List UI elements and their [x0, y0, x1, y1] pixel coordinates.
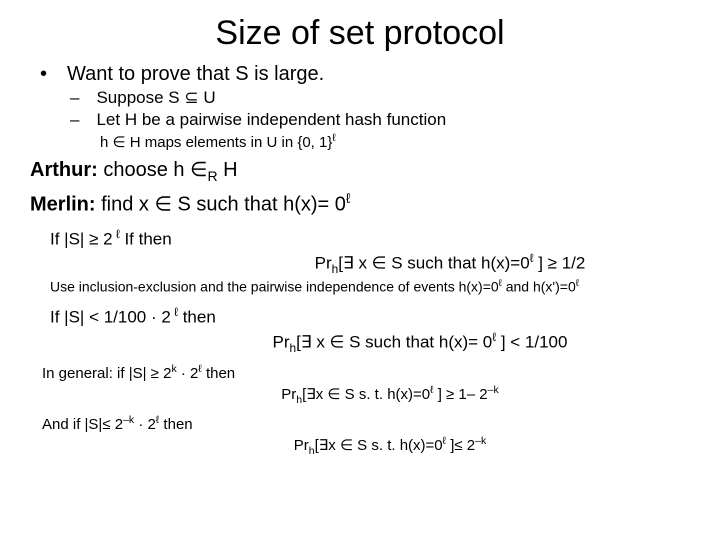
bullet-want-to-prove: • Want to prove that S is large. [40, 63, 690, 86]
prob-small: Prh[∃ x ∈ S such that h(x)= 0ℓ ] < 1/100 [30, 330, 690, 355]
text: In general: if [42, 365, 129, 382]
open: [∃ x ∈ S [338, 254, 402, 273]
text: If [50, 308, 64, 327]
exp: ℓ [346, 190, 351, 206]
abs: |S| ≥ 2 [129, 365, 172, 382]
sub-r: R [207, 168, 217, 184]
note-inclusion-exclusion: Use inclusion-exclusion and the pairwise… [50, 278, 690, 295]
merlin-label: Merlin: [30, 194, 96, 216]
open: [∃x ∈ S [302, 386, 355, 403]
exp: ℓ [113, 227, 120, 241]
merlin-line: Merlin: find x ∈ S such that h(x)= 0ℓ [30, 190, 690, 217]
math: x ∈ S [139, 194, 191, 216]
pr: Pr [315, 254, 332, 273]
math: |S| ≥ 2 [64, 229, 112, 248]
text: is large. [249, 63, 325, 85]
open: [∃x ∈ S [315, 437, 368, 454]
bullet-h-maps: h ∈ H maps elements in U in {0, 1}ℓ [100, 132, 690, 151]
neg-k: –k [475, 435, 486, 447]
dot: · [134, 416, 147, 433]
cond-large: If |S| ≥ 2 ℓ If then [50, 227, 690, 250]
pr: Pr [273, 332, 290, 351]
text: find [96, 194, 139, 216]
close: ] ≥ 1/2 [534, 254, 586, 273]
close: ] ≥ 1– 2 [434, 386, 488, 403]
var-s: S [235, 63, 248, 85]
general-large: In general: if |S| ≥ 2k · 2ℓ then [42, 363, 690, 382]
text: be a pairwise independent hash function [137, 110, 446, 129]
text: Use inclusion-exclusion and the pairwise… [50, 279, 459, 295]
bullet-let-h: – Let H be a pairwise independent hash f… [70, 110, 690, 130]
exp: ℓ [171, 305, 178, 319]
abs: |S|≤ 2 [85, 416, 124, 433]
text: – Let [70, 110, 125, 129]
neg-k: –k [488, 384, 499, 396]
close: ]≤ 2 [446, 437, 475, 454]
cond-small: If |S| < 1/100 · 2 ℓ then [50, 305, 690, 328]
text: then [178, 308, 216, 327]
text: such that [403, 254, 481, 273]
text: • Want to prove that [40, 63, 235, 85]
close: ] < 1/100 [496, 332, 567, 351]
math: |S| < 1/100 · 2 [64, 308, 171, 327]
text: maps elements in [141, 134, 267, 151]
text: then [202, 365, 235, 382]
hx: h(x)= 0 [283, 194, 346, 216]
var-u: U [266, 134, 277, 151]
pr: Pr [294, 437, 309, 454]
open: [∃ x ∈ S [296, 332, 360, 351]
general-prob-small: Prh[∃x ∈ S s. t. h(x)=0ℓ ]≤ 2–k [30, 435, 690, 457]
text: If [50, 229, 64, 248]
hx: h(x)=0 [459, 279, 499, 295]
text: then [159, 416, 192, 433]
exp: ℓ [576, 278, 579, 289]
text: choose [98, 159, 174, 181]
math: h ∈ [173, 159, 207, 181]
text: such that [191, 194, 283, 216]
hx: h(x)=0 [481, 254, 530, 273]
math: h ∈ H [100, 134, 141, 151]
arthur-label: Arthur: [30, 159, 98, 181]
text: in [277, 134, 297, 151]
hx: h(x)=0 [400, 437, 443, 454]
slide-body: Size of set protocol • Want to prove tha… [0, 0, 720, 469]
general-small: And if |S|≤ 2–k · 2ℓ then [42, 414, 690, 433]
two: 2 [148, 416, 156, 433]
pr: Pr [281, 386, 296, 403]
hx: h(x)=0 [387, 386, 430, 403]
dot: · [177, 365, 190, 382]
text: And if [42, 416, 85, 433]
text: s. t. [355, 386, 388, 403]
exp: ℓ [332, 132, 335, 144]
text: – Suppose [70, 88, 168, 107]
text: such that [360, 332, 438, 351]
var-h: H [125, 110, 137, 129]
set-open: {0, 1} [297, 134, 332, 151]
math: S ⊆ U [168, 88, 215, 107]
bullet-suppose: – Suppose S ⊆ U [70, 88, 690, 108]
hx: h(x)= 0 [439, 332, 492, 351]
prob-large: Prh[∃ x ∈ S such that h(x)=0ℓ ] ≥ 1/2 [30, 251, 690, 276]
text: s. t. [367, 437, 400, 454]
text: and [502, 279, 533, 295]
var-h: H [218, 159, 238, 181]
neg-k: –k [123, 414, 134, 426]
slide-title: Size of set protocol [30, 14, 690, 53]
general-prob-large: Prh[∃x ∈ S s. t. h(x)=0ℓ ] ≥ 1– 2–k [30, 384, 690, 406]
arthur-line: Arthur: choose h ∈R H [30, 157, 690, 184]
text: If then [120, 229, 172, 248]
hxp: h(x')=0 [533, 279, 576, 295]
